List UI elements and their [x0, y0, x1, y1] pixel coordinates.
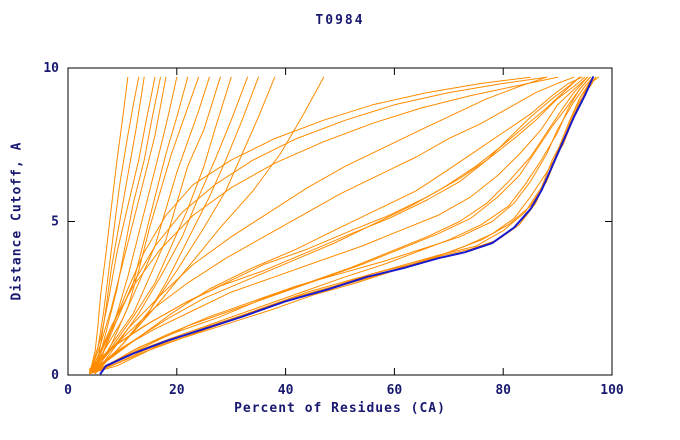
- model-curve: [89, 76, 548, 374]
- model-curve: [89, 76, 559, 374]
- y-axis-label: Distance Cutoff, A: [9, 141, 25, 301]
- model-curve: [89, 76, 591, 374]
- best-model-curve: [99, 76, 594, 375]
- model-curve: [89, 76, 259, 374]
- model-curve: [89, 76, 548, 374]
- x-tick-label: 20: [169, 383, 185, 398]
- model-curve: [89, 76, 140, 374]
- x-tick-label: 0: [64, 383, 72, 398]
- model-curve: [89, 76, 588, 374]
- x-tick-label: 100: [600, 383, 624, 398]
- model-curve: [89, 76, 583, 374]
- y-tick-label: 0: [51, 368, 59, 383]
- chart-title: T0984: [315, 13, 365, 28]
- model-curve: [89, 76, 580, 374]
- x-tick-label: 40: [278, 383, 294, 398]
- model-curve: [89, 76, 232, 374]
- model-curve: [89, 76, 594, 374]
- model-curve: [89, 76, 586, 374]
- model-curve: [94, 76, 200, 374]
- model-curve: [89, 76, 156, 374]
- model-curve: [89, 76, 167, 374]
- model-curve: [94, 76, 145, 374]
- model-curve: [89, 76, 575, 374]
- model-curve: [94, 76, 221, 374]
- model-curve: [89, 76, 531, 374]
- x-tick-label: 60: [387, 383, 403, 398]
- model-curve: [89, 76, 210, 374]
- model-curve: [89, 76, 580, 374]
- y-tick-label: 10: [43, 61, 59, 76]
- model-curve: [89, 76, 597, 374]
- model-curve: [89, 76, 591, 374]
- model-curve: [94, 76, 161, 374]
- model-curve: [94, 76, 325, 374]
- model-curve: [89, 76, 129, 374]
- model-curve: [94, 76, 276, 374]
- y-tick-label: 5: [51, 215, 59, 230]
- x-tick-label: 80: [495, 383, 511, 398]
- model-curve: [89, 76, 588, 374]
- x-axis-label: Percent of Residues (CA): [234, 401, 446, 416]
